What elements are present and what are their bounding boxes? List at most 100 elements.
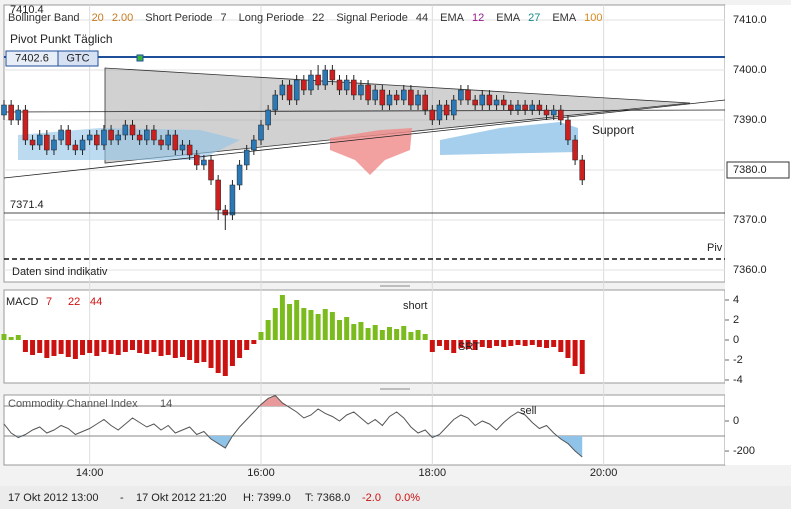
- macd-bar: [279, 295, 285, 340]
- macd-bar: [122, 340, 128, 352]
- macd-bar: [422, 334, 428, 340]
- footer-low: T: 7368.0: [305, 492, 350, 504]
- macd-bar: [244, 340, 250, 350]
- macd-bar: [351, 324, 357, 340]
- x-tick-label: 14:00: [76, 467, 104, 479]
- candle-body: [500, 99, 507, 106]
- candle-body: [79, 139, 86, 151]
- macd-bar: [294, 300, 300, 340]
- macd-bar: [208, 340, 214, 368]
- macd-bar: [315, 314, 321, 340]
- macd-bar: [172, 340, 178, 358]
- macd-bar: [301, 308, 307, 340]
- macd-bar: [137, 340, 143, 353]
- candle-body: [372, 89, 378, 101]
- candle-body: [51, 139, 57, 151]
- macd-bar: [508, 340, 514, 346]
- macd-bar: [87, 340, 93, 353]
- macd-bar: [344, 317, 350, 340]
- macd-bar: [436, 340, 442, 346]
- candle-body: [401, 89, 407, 101]
- macd-bar: [258, 332, 264, 340]
- annotation: Daten sind indikativ: [12, 266, 108, 278]
- macd-bar: [401, 326, 407, 340]
- annotation: short: [403, 300, 427, 312]
- legend-item: EMA: [496, 12, 521, 24]
- legend-item: 2.00: [112, 12, 133, 24]
- legend-item: Short Periode: [145, 12, 212, 24]
- candle-body: [193, 154, 200, 166]
- candle-body: [358, 84, 364, 96]
- candle-body: [144, 129, 150, 141]
- macd-bar: [408, 332, 414, 340]
- candle-body: [415, 94, 421, 106]
- candle-body: [15, 109, 22, 121]
- candle-body: [72, 144, 79, 151]
- candle-body: [215, 179, 221, 211]
- cci-overbought: [259, 395, 288, 406]
- candle-body: [393, 94, 400, 101]
- order-price[interactable]: 7402.6: [15, 52, 49, 64]
- candle-body: [558, 109, 564, 121]
- y-tick-label: 7400.0: [733, 64, 767, 76]
- y-tick-label: 2: [733, 314, 739, 326]
- macd-bar: [80, 340, 86, 355]
- candle-body: [58, 129, 64, 141]
- grid: [4, 5, 729, 465]
- candle-body: [22, 109, 29, 141]
- order-handle[interactable]: [136, 54, 144, 62]
- footer-change-pct: 0.0%: [395, 492, 420, 504]
- macd-bar: [30, 340, 36, 355]
- candle-body: [101, 129, 107, 146]
- macd-bar: [529, 340, 535, 345]
- macd-bar: [65, 340, 71, 357]
- macd-bar: [465, 340, 471, 349]
- candle-body: [208, 159, 214, 181]
- candle-body: [115, 134, 121, 141]
- candle-body: [1, 104, 7, 116]
- macd-param: 7: [46, 296, 52, 308]
- candle-body: [172, 134, 179, 151]
- footer-high: H: 7399.0: [243, 492, 291, 504]
- y-tick-label: 0: [733, 415, 739, 427]
- legend-item: 44: [416, 12, 428, 24]
- status-bar: [0, 486, 791, 509]
- macd-bar: [1, 334, 7, 340]
- candle-body: [351, 79, 357, 96]
- last-price-label: 7380.0: [733, 164, 767, 176]
- candle-body: [272, 94, 279, 111]
- macd-bar: [365, 328, 371, 340]
- footer-from: 17 Okt 2012 13:00: [8, 492, 99, 504]
- candle-body: [543, 109, 550, 116]
- candle-body: [129, 124, 136, 136]
- macd-bar: [386, 327, 392, 340]
- macd-bar: [251, 340, 257, 344]
- macd-bar: [201, 340, 207, 362]
- macd-bar: [579, 340, 585, 374]
- annotation: SRT: [458, 341, 480, 353]
- cci-title: Commodity Channel Index: [8, 398, 138, 410]
- macd-title: MACD: [6, 296, 38, 308]
- candle-body: [443, 104, 450, 116]
- candle-body: [29, 139, 36, 146]
- order-tif[interactable]: GTC: [66, 52, 89, 64]
- chart-title: Pivot Punkt Täglich: [10, 32, 113, 46]
- candle-body: [386, 94, 393, 106]
- macd-bar: [501, 340, 507, 347]
- candle-body: [529, 104, 536, 111]
- order-tif-box[interactable]: [57, 50, 99, 67]
- macd-bar: [415, 330, 421, 340]
- macd-bar: [144, 340, 150, 354]
- top-label: 7410.4: [10, 4, 44, 16]
- macd-bar: [151, 340, 157, 352]
- cloud-blue: [18, 128, 240, 160]
- macd-bar: [572, 340, 578, 366]
- x-tick-label: 20:00: [590, 467, 618, 479]
- candle-body: [458, 89, 464, 101]
- macd-bar: [494, 340, 500, 346]
- cci-line: [3, 394, 583, 458]
- macd-bar: [179, 340, 185, 357]
- candle-body: [536, 104, 543, 111]
- y-tick-label: -2: [733, 354, 743, 366]
- candle-body: [472, 99, 478, 106]
